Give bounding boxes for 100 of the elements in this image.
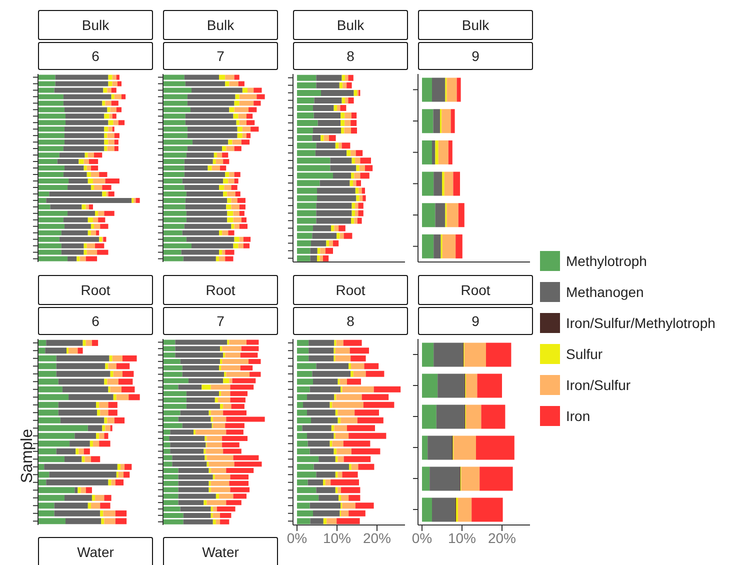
x-tick-label: 0% — [286, 530, 308, 546]
bar — [216, 494, 219, 499]
bar — [88, 502, 91, 509]
bar — [334, 104, 337, 111]
bar — [350, 370, 354, 377]
bar — [352, 158, 355, 164]
bar — [432, 498, 456, 522]
bar — [78, 448, 84, 454]
bar — [486, 342, 512, 367]
bar — [80, 487, 86, 494]
chart-subtitle: 9 — [418, 42, 533, 70]
bar — [111, 94, 114, 100]
bar — [90, 456, 100, 462]
bar — [228, 140, 232, 145]
bar — [98, 210, 104, 216]
bar — [84, 152, 88, 158]
bar — [422, 203, 436, 228]
bar — [325, 479, 331, 486]
bar — [78, 487, 81, 494]
bar — [356, 165, 360, 172]
x-tick-label: 20% — [362, 530, 392, 546]
bar — [461, 466, 480, 491]
bar — [345, 97, 348, 104]
bar — [472, 498, 503, 522]
bar — [430, 466, 460, 491]
chart-subtitle: 7 — [163, 307, 278, 335]
bar — [90, 440, 93, 447]
bar — [80, 256, 86, 262]
chart-title: Bulk — [163, 10, 278, 40]
bar — [335, 142, 339, 149]
bar — [86, 204, 89, 210]
bar — [104, 378, 108, 385]
bar — [323, 518, 327, 524]
chart-title: Root — [163, 275, 278, 305]
bar — [86, 256, 98, 262]
bar — [438, 140, 448, 164]
bar — [442, 234, 456, 258]
bar — [466, 374, 478, 398]
legend-label: Iron/Sulfur — [566, 376, 631, 392]
bar — [113, 120, 118, 126]
bar — [220, 404, 224, 409]
bar — [114, 94, 122, 100]
bar — [481, 404, 506, 429]
bar — [435, 140, 438, 164]
bar — [216, 256, 219, 262]
bar — [335, 355, 351, 362]
bar — [444, 172, 454, 196]
chart-title: Root — [293, 275, 408, 305]
bar — [436, 404, 464, 429]
bar — [219, 74, 226, 80]
bar — [351, 363, 364, 370]
bar — [324, 135, 329, 142]
bar — [204, 500, 207, 506]
bar — [82, 204, 86, 210]
bar — [422, 78, 432, 102]
bar — [434, 172, 442, 196]
bar — [84, 456, 91, 462]
bar — [446, 78, 457, 102]
bar — [335, 472, 338, 478]
bar — [477, 374, 502, 398]
bar — [111, 88, 116, 93]
bar — [320, 135, 324, 142]
bar — [422, 109, 434, 134]
bar — [208, 166, 212, 171]
bar — [92, 440, 100, 447]
bar — [355, 202, 358, 209]
bar — [422, 466, 430, 491]
bar — [136, 198, 140, 203]
bar — [342, 97, 345, 104]
bar — [338, 417, 341, 424]
text: Water — [163, 537, 278, 565]
bar — [464, 342, 486, 367]
bar — [96, 432, 100, 439]
bar — [107, 88, 112, 93]
bar — [84, 166, 87, 171]
bar — [82, 340, 86, 346]
chart-subtitle: 8 — [293, 42, 408, 70]
chart-title: Bulk — [418, 10, 533, 40]
x-tick-label: 10% — [448, 530, 476, 546]
bar — [435, 203, 446, 228]
bar — [105, 363, 108, 370]
bar — [338, 472, 342, 478]
legend-label: Methanogen — [566, 284, 644, 300]
bar — [428, 436, 452, 460]
bar — [354, 90, 357, 96]
bar — [438, 374, 464, 398]
bar — [68, 348, 78, 354]
bar — [422, 172, 434, 196]
bar — [335, 410, 338, 416]
bar — [446, 203, 458, 228]
bar — [476, 436, 514, 460]
bar — [242, 88, 248, 93]
bar — [88, 204, 93, 210]
bar — [102, 191, 106, 196]
bar — [228, 230, 234, 236]
legend-label: Methylotroph — [566, 252, 647, 268]
bar — [214, 397, 218, 402]
bar — [219, 230, 222, 236]
text: Water — [38, 537, 153, 565]
bar — [351, 464, 358, 470]
